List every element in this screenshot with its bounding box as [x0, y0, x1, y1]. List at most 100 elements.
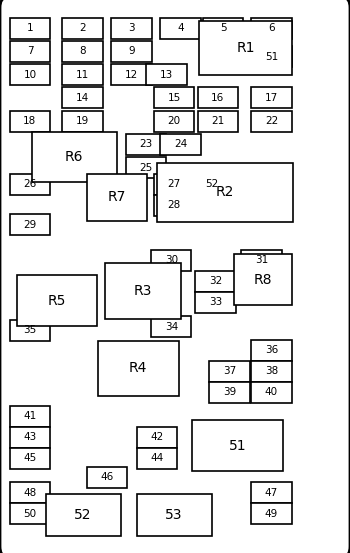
Text: 11: 11	[76, 70, 89, 80]
Text: R2: R2	[216, 185, 234, 200]
Text: 36: 36	[265, 345, 278, 355]
Text: 15: 15	[168, 93, 181, 103]
Text: 38: 38	[265, 366, 278, 376]
Bar	[146, 64, 187, 85]
Bar	[209, 361, 250, 382]
Text: 6: 6	[268, 23, 275, 33]
Text: 50: 50	[23, 509, 36, 519]
Bar	[126, 157, 166, 178]
Bar	[195, 292, 236, 313]
Bar	[111, 18, 152, 39]
Text: R7: R7	[108, 190, 126, 205]
Text: 10: 10	[23, 70, 36, 80]
Text: 30: 30	[165, 255, 178, 265]
Text: 22: 22	[265, 116, 278, 126]
Text: 4: 4	[177, 23, 184, 33]
Text: 46: 46	[100, 472, 113, 482]
Text: 51: 51	[265, 52, 278, 62]
Bar	[160, 134, 201, 155]
Bar	[234, 254, 292, 305]
Bar	[62, 41, 103, 62]
Text: R1: R1	[237, 41, 255, 55]
Text: 29: 29	[23, 220, 36, 229]
Bar	[192, 174, 232, 195]
Bar	[154, 195, 194, 216]
Text: 40: 40	[265, 387, 278, 397]
Bar	[32, 132, 117, 182]
Text: 21: 21	[211, 116, 224, 126]
Text: 52: 52	[74, 508, 92, 523]
Text: 3: 3	[128, 23, 135, 33]
Text: 44: 44	[150, 453, 163, 463]
Bar	[98, 341, 178, 396]
Bar	[192, 420, 283, 471]
Bar	[195, 271, 236, 292]
Text: 14: 14	[76, 93, 89, 103]
Text: 5: 5	[220, 23, 226, 33]
Text: 7: 7	[27, 46, 33, 56]
Bar	[111, 41, 152, 62]
Bar	[136, 494, 212, 536]
Text: 12: 12	[125, 70, 138, 80]
Bar	[151, 250, 191, 271]
Text: 17: 17	[265, 93, 278, 103]
Text: 26: 26	[23, 179, 36, 189]
Bar	[10, 41, 50, 62]
Bar	[87, 467, 127, 488]
Bar	[251, 87, 292, 108]
Bar	[209, 382, 250, 403]
Bar	[126, 134, 166, 155]
Text: 49: 49	[265, 509, 278, 519]
Text: 45: 45	[23, 453, 36, 463]
Bar	[10, 111, 50, 132]
Bar	[251, 503, 292, 524]
Bar	[10, 482, 50, 503]
Bar	[241, 250, 282, 271]
Text: 37: 37	[223, 366, 236, 376]
Text: 41: 41	[23, 411, 36, 421]
Bar	[62, 64, 103, 85]
Bar	[10, 503, 50, 524]
Bar	[251, 340, 292, 361]
Bar	[111, 64, 152, 85]
Text: 53: 53	[165, 508, 183, 523]
Text: 24: 24	[174, 139, 187, 149]
Text: R5: R5	[48, 294, 66, 308]
Text: 35: 35	[23, 325, 36, 335]
Text: 23: 23	[140, 139, 153, 149]
Bar	[198, 87, 238, 108]
Bar	[46, 494, 121, 536]
Bar	[154, 87, 194, 108]
Bar	[136, 427, 177, 448]
Text: 39: 39	[223, 387, 236, 397]
Text: 2: 2	[79, 23, 86, 33]
Bar	[136, 448, 177, 469]
Bar	[154, 111, 194, 132]
Text: 33: 33	[209, 298, 222, 307]
Text: 32: 32	[209, 276, 222, 286]
Bar	[62, 111, 103, 132]
Bar	[251, 382, 292, 403]
Text: 27: 27	[168, 179, 181, 189]
Text: R8: R8	[253, 273, 272, 287]
Text: 42: 42	[150, 432, 163, 442]
Text: R3: R3	[134, 284, 152, 298]
Bar	[10, 320, 50, 341]
Bar	[105, 263, 181, 319]
Text: R4: R4	[129, 361, 147, 375]
Bar	[151, 316, 191, 337]
Bar	[251, 111, 292, 132]
Bar	[10, 18, 50, 39]
Bar	[10, 64, 50, 85]
Text: 20: 20	[168, 116, 181, 126]
Text: 48: 48	[23, 488, 36, 498]
Bar	[154, 174, 194, 195]
Bar	[157, 163, 293, 222]
Text: R6: R6	[65, 150, 84, 164]
Bar	[17, 275, 97, 326]
Text: 18: 18	[23, 116, 36, 126]
Bar	[251, 46, 292, 67]
Bar	[251, 18, 292, 39]
Text: 34: 34	[165, 322, 178, 332]
Text: 8: 8	[79, 46, 86, 56]
